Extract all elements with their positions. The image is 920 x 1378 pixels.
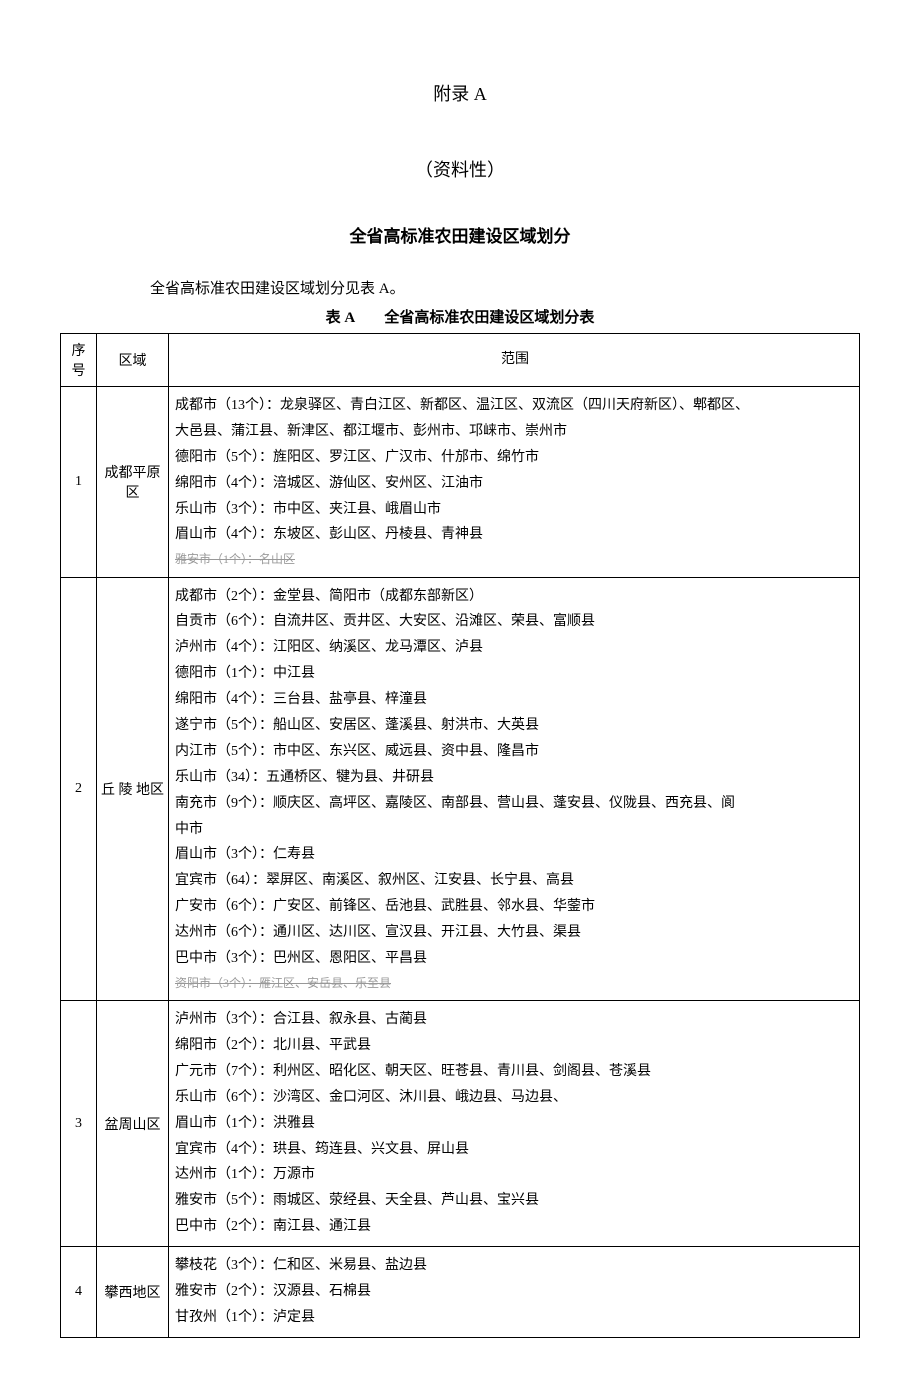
subtitle: （资料性）	[60, 156, 860, 182]
scope-line-truncated: 资阳市（3个）：雁江区、安岳县、乐至县	[175, 972, 855, 994]
section-title: 全省高标准农田建设区域划分	[60, 222, 860, 247]
scope-line: 眉山市（4个）：东坡区、彭山区、丹棱县、青神县	[175, 522, 855, 548]
scope-line: 德阳市（1个）：中江县	[175, 661, 855, 687]
scope-line: 成都市（2个）：金堂县、简阳市（成都东部新区）	[175, 584, 855, 610]
appendix-title: 附录 A	[60, 80, 860, 106]
scope-line: 眉山市（1个）：洪雅县	[175, 1111, 855, 1137]
scope-line: 乐山市（3个）：市中区、夹江县、峨眉山市	[175, 497, 855, 523]
scope-line: 内江市（5个）：市中区、东兴区、威远县、资中县、隆昌市	[175, 739, 855, 765]
cell-region: 成都平原区	[97, 387, 169, 578]
cell-seq: 1	[61, 387, 97, 578]
header-region: 区域	[97, 334, 169, 387]
scope-line: 雅安市（5个）：雨城区、荥经县、天全县、芦山县、宝兴县	[175, 1188, 855, 1214]
table-row: 4攀西地区攀枝花（3个）：仁和区、米易县、盐边县雅安市（2个）：汉源县、石棉县甘…	[61, 1247, 860, 1338]
scope-line: 大邑县、蒲江县、新津区、都江堰市、彭州市、邛崃市、崇州市	[175, 419, 855, 445]
header-seq: 序号	[61, 334, 97, 387]
table-caption: 表 A 全省高标准农田建设区域划分表	[60, 306, 860, 327]
cell-region: 丘 陵 地区	[97, 577, 169, 1001]
scope-line: 达州市（6个）：通川区、达川区、宣汉县、开江县、大竹县、渠县	[175, 920, 855, 946]
scope-line: 宜宾市（64）：翠屏区、南溪区、叙州区、江安县、长宁县、高县	[175, 868, 855, 894]
scope-line: 绵阳市（4个）：三台县、盐亭县、梓潼县	[175, 687, 855, 713]
scope-line: 南充市（9个）：顺庆区、高坪区、嘉陵区、南部县、营山县、蓬安县、仪陇县、西充县、…	[175, 791, 855, 817]
scope-line: 乐山市（34）：五通桥区、犍为县、井研县	[175, 765, 855, 791]
cell-scope: 攀枝花（3个）：仁和区、米易县、盐边县雅安市（2个）：汉源县、石棉县甘孜州（1个…	[169, 1247, 860, 1338]
scope-line: 广安市（6个）：广安区、前锋区、岳池县、武胜县、邻水县、华蓥市	[175, 894, 855, 920]
scope-line: 绵阳市（2个）：北川县、平武县	[175, 1033, 855, 1059]
scope-line: 德阳市（5个）：旌阳区、罗江区、广汉市、什邡市、绵竹市	[175, 445, 855, 471]
scope-line: 乐山市（6个）：沙湾区、金口河区、沐川县、峨边县、马边县、	[175, 1085, 855, 1111]
scope-line: 泸州市（4个）：江阳区、纳溪区、龙马潭区、泸县	[175, 635, 855, 661]
scope-line: 巴中市（2个）：南江县、通江县	[175, 1214, 855, 1240]
scope-line: 宜宾市（4个）：珙县、筠连县、兴文县、屏山县	[175, 1137, 855, 1163]
scope-line: 遂宁市（5个）：船山区、安居区、蓬溪县、射洪市、大英县	[175, 713, 855, 739]
header-scope: 范围	[169, 334, 860, 387]
cell-scope: 成都市（2个）：金堂县、简阳市（成都东部新区）自贡市（6个）：自流井区、贡井区、…	[169, 577, 860, 1001]
table-body: 1成都平原区成都市（13个）：龙泉驿区、青白江区、新都区、温江区、双流区（四川天…	[61, 387, 860, 1338]
region-table: 序号 区域 范围 1成都平原区成都市（13个）：龙泉驿区、青白江区、新都区、温江…	[60, 333, 860, 1338]
scope-line: 眉山市（3个）：仁寿县	[175, 842, 855, 868]
scope-line: 中市	[175, 817, 855, 843]
scope-line: 成都市（13个）：龙泉驿区、青白江区、新都区、温江区、双流区（四川天府新区）、郫…	[175, 393, 855, 419]
table-row: 3盆周山区泸州市（3个）：合江县、叙永县、古蔺县绵阳市（2个）：北川县、平武县广…	[61, 1001, 860, 1247]
cell-scope: 泸州市（3个）：合江县、叙永县、古蔺县绵阳市（2个）：北川县、平武县广元市（7个…	[169, 1001, 860, 1247]
scope-line: 甘孜州（1个）：泸定县	[175, 1305, 855, 1331]
cell-seq: 4	[61, 1247, 97, 1338]
scope-line: 达州市（1个）：万源市	[175, 1162, 855, 1188]
scope-line: 泸州市（3个）：合江县、叙永县、古蔺县	[175, 1007, 855, 1033]
scope-line: 自贡市（6个）：自流井区、贡井区、大安区、沿滩区、荣县、富顺县	[175, 609, 855, 635]
cell-region: 攀西地区	[97, 1247, 169, 1338]
table-header-row: 序号 区域 范围	[61, 334, 860, 387]
intro-text: 全省高标准农田建设区域划分见表 A。	[150, 277, 860, 298]
scope-line: 绵阳市（4个）：涪城区、游仙区、安州区、江油市	[175, 471, 855, 497]
table-row: 1成都平原区成都市（13个）：龙泉驿区、青白江区、新都区、温江区、双流区（四川天…	[61, 387, 860, 578]
cell-region: 盆周山区	[97, 1001, 169, 1247]
scope-line: 攀枝花（3个）：仁和区、米易县、盐边县	[175, 1253, 855, 1279]
cell-seq: 2	[61, 577, 97, 1001]
scope-line: 广元市（7个）：利州区、昭化区、朝天区、旺苍县、青川县、剑阁县、苍溪县	[175, 1059, 855, 1085]
scope-line: 巴中市（3个）：巴州区、恩阳区、平昌县	[175, 946, 855, 972]
table-row: 2丘 陵 地区成都市（2个）：金堂县、简阳市（成都东部新区）自贡市（6个）：自流…	[61, 577, 860, 1001]
cell-seq: 3	[61, 1001, 97, 1247]
cell-scope: 成都市（13个）：龙泉驿区、青白江区、新都区、温江区、双流区（四川天府新区）、郫…	[169, 387, 860, 578]
scope-line-truncated: 雅安市（1个）：名山区	[175, 548, 855, 570]
